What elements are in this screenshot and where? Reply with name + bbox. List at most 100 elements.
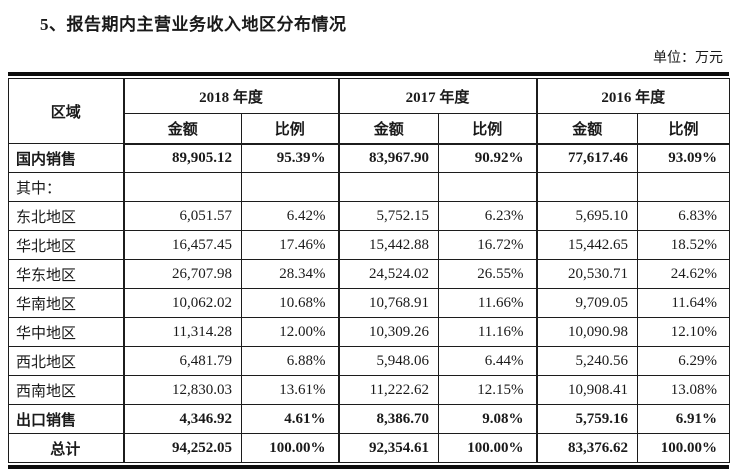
cell-ratio: 17.46% <box>240 230 340 260</box>
cell-amount: 89,905.12 <box>122 143 242 173</box>
row-label: 国内销售 <box>8 143 124 173</box>
cell-ratio: 93.09% <box>637 143 731 173</box>
table-row: 华南地区 10,062.02 10.68% 10,768.91 11.66% 9,709.… <box>8 288 731 318</box>
column-header-amount-2017: 金额 <box>337 113 440 145</box>
table-header-row-measures: 金额 比例 金额 比例 金额 比例 <box>9 113 731 145</box>
cell-amount <box>535 172 639 202</box>
cell-amount: 8,386.70 <box>337 404 440 434</box>
cell-amount: 5,695.10 <box>535 201 639 231</box>
cell-amount: 5,759.16 <box>535 404 639 434</box>
row-label: 华东地区 <box>8 259 124 289</box>
cell-ratio: 100.00% <box>240 433 340 463</box>
cell-amount: 92,354.61 <box>337 433 440 463</box>
table-row: 出口销售 4,346.92 4.61% 8,386.70 9.08% 5,759.16 6.… <box>8 404 731 434</box>
cell-ratio: 6.42% <box>240 201 340 231</box>
cell-ratio: 90.92% <box>438 143 538 173</box>
cell-amount: 10,908.41 <box>535 375 639 405</box>
cell-amount: 5,948.06 <box>337 346 440 376</box>
table-row: 西南地区 12,830.03 13.61% 11,222.62 12.15% 10,908… <box>8 375 731 405</box>
table-row: 华东地区 26,707.98 28.34% 24,524.02 26.55% 20,530… <box>8 259 731 289</box>
table-row: 华北地区 16,457.45 17.46% 15,442.88 16.72% 15,442… <box>8 230 731 260</box>
table-row: 东北地区 6,051.57 6.42% 5,752.15 6.23% 5,695.10 6.… <box>8 201 731 231</box>
cell-amount: 15,442.65 <box>535 230 639 260</box>
cell-ratio: 11.16% <box>438 317 538 347</box>
cell-amount: 10,090.98 <box>535 317 639 347</box>
row-label: 出口销售 <box>8 404 124 434</box>
cell-amount: 15,442.88 <box>337 230 440 260</box>
column-header-amount-2018: 金额 <box>122 113 242 145</box>
row-label: 华南地区 <box>8 288 124 318</box>
cell-amount <box>337 172 440 202</box>
row-label: 华中地区 <box>8 317 124 347</box>
cell-amount: 94,252.05 <box>122 433 242 463</box>
cell-ratio: 26.55% <box>438 259 538 289</box>
row-label: 总计 <box>8 433 124 463</box>
cell-ratio: 11.64% <box>637 288 731 318</box>
cell-ratio: 6.83% <box>637 201 731 231</box>
row-label: 东北地区 <box>8 201 124 231</box>
table-row: 国内销售 89,905.12 95.39% 83,967.90 90.92% 77,617… <box>8 143 731 173</box>
cell-amount: 9,709.05 <box>535 288 639 318</box>
unit-label: 单位：万元 <box>653 51 723 66</box>
cell-amount: 11,314.28 <box>122 317 242 347</box>
cell-ratio: 6.44% <box>438 346 538 376</box>
cell-amount: 6,481.79 <box>122 346 242 376</box>
column-header-region: 区域 <box>8 78 124 144</box>
cell-amount: 10,768.91 <box>337 288 440 318</box>
column-header-amount-2016: 金额 <box>535 113 639 145</box>
cell-ratio: 6.91% <box>637 404 731 434</box>
table-row: 总计 94,252.05 100.00% 92,354.61 100.00% 83,376… <box>8 433 731 463</box>
table-row: 其中： <box>8 172 731 202</box>
cell-ratio <box>438 172 538 202</box>
cell-amount: 10,309.26 <box>337 317 440 347</box>
cell-amount: 16,457.45 <box>122 230 242 260</box>
cell-amount: 12,830.03 <box>122 375 242 405</box>
cell-ratio: 100.00% <box>637 433 731 463</box>
cell-ratio: 28.34% <box>240 259 340 289</box>
row-label: 西南地区 <box>8 375 124 405</box>
cell-ratio: 12.10% <box>637 317 731 347</box>
cell-ratio: 6.88% <box>240 346 340 376</box>
cell-ratio: 24.62% <box>637 259 731 289</box>
cell-ratio: 100.00% <box>438 433 538 463</box>
column-header-ratio-2018: 比例 <box>240 113 340 145</box>
table-row: 西北地区 6,481.79 6.88% 5,948.06 6.44% 5,240.56 6.… <box>8 346 731 376</box>
column-header-year-2017: 2017 年度 <box>337 78 538 114</box>
table-row: 华中地区 11,314.28 12.00% 10,309.26 11.16% 10,090… <box>8 317 731 347</box>
cell-ratio: 13.08% <box>637 375 731 405</box>
cell-ratio <box>637 172 731 202</box>
row-label: 华北地区 <box>8 230 124 260</box>
cell-amount: 10,062.02 <box>122 288 242 318</box>
cell-amount: 20,530.71 <box>535 259 639 289</box>
cell-ratio: 6.29% <box>637 346 731 376</box>
cell-amount: 24,524.02 <box>337 259 440 289</box>
cell-amount: 6,051.57 <box>122 201 242 231</box>
cell-ratio: 12.00% <box>240 317 340 347</box>
revenue-region-table-wrap: 区域 2018 年度 2017 年度 2016 年度 金额 比例 金额 比例 金… <box>8 72 731 469</box>
cell-amount: 77,617.46 <box>535 143 639 173</box>
cell-ratio: 16.72% <box>438 230 538 260</box>
cell-amount: 5,240.56 <box>535 346 639 376</box>
cell-ratio: 95.39% <box>240 143 340 173</box>
cell-ratio: 13.61% <box>240 375 340 405</box>
column-header-year-2016: 2016 年度 <box>535 78 731 114</box>
cell-amount: 83,376.62 <box>535 433 639 463</box>
column-header-ratio-2016: 比例 <box>637 113 731 145</box>
cell-ratio: 4.61% <box>240 404 340 434</box>
cell-ratio: 9.08% <box>438 404 538 434</box>
revenue-region-table: 区域 2018 年度 2017 年度 2016 年度 金额 比例 金额 比例 金… <box>8 78 731 463</box>
cell-ratio: 6.23% <box>438 201 538 231</box>
cell-amount: 26,707.98 <box>122 259 242 289</box>
cell-amount: 11,222.62 <box>337 375 440 405</box>
column-header-ratio-2017: 比例 <box>438 113 538 145</box>
cell-amount: 83,967.90 <box>337 143 440 173</box>
cell-ratio: 11.66% <box>438 288 538 318</box>
cell-amount: 4,346.92 <box>122 404 242 434</box>
table-body: 国内销售 89,905.12 95.39% 83,967.90 90.92% 77,617… <box>8 143 731 463</box>
cell-ratio: 12.15% <box>438 375 538 405</box>
row-label: 其中： <box>8 172 124 202</box>
cell-ratio: 18.52% <box>637 230 731 260</box>
cell-ratio: 10.68% <box>240 288 340 318</box>
row-label: 西北地区 <box>8 346 124 376</box>
